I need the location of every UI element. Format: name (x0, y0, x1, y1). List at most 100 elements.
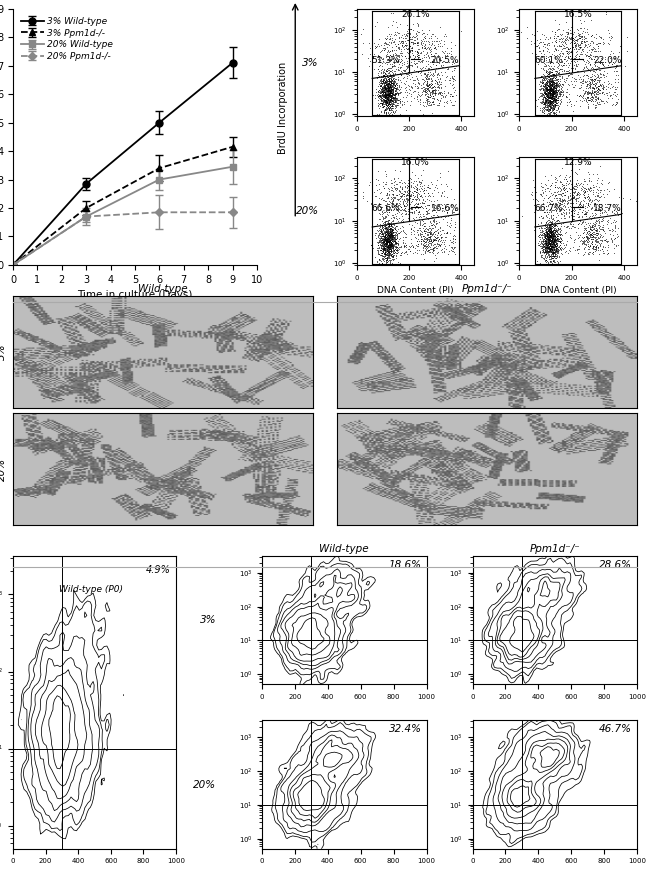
Point (544, 91, 554, 105)
Point (542, 247, 552, 261)
Point (449, 205, 460, 219)
Point (416, 54, 426, 68)
Point (384, 72, 395, 86)
Point (420, 39, 430, 53)
Point (567, 179, 577, 193)
Point (391, 240, 401, 254)
Point (543, 66, 554, 80)
Point (547, 232, 557, 246)
Point (391, 94, 402, 108)
Point (383, 220, 393, 234)
Point (562, 22, 573, 36)
Point (547, 217, 558, 231)
Point (537, 248, 547, 262)
Point (588, 232, 598, 246)
Point (373, 79, 384, 93)
Point (567, 179, 578, 193)
Point (575, 29, 586, 43)
Point (384, 50, 395, 64)
Point (384, 89, 395, 103)
Point (378, 228, 388, 242)
Point (551, 210, 562, 224)
Point (578, 76, 588, 90)
Point (434, 98, 444, 112)
Y-axis label: 3%: 3% (0, 344, 7, 360)
Point (543, 106, 553, 120)
Point (376, 94, 386, 108)
Point (405, 43, 415, 57)
Point (437, 51, 447, 65)
Point (579, 221, 590, 235)
Point (580, 24, 590, 38)
Point (552, 238, 563, 252)
Point (382, 82, 392, 96)
Point (545, 97, 555, 111)
Point (541, 239, 552, 253)
Point (593, 231, 603, 245)
Point (384, 242, 394, 256)
Point (583, 81, 593, 95)
Point (564, 31, 574, 46)
Point (542, 229, 552, 243)
Point (445, 220, 455, 234)
Point (376, 185, 386, 199)
Point (567, 196, 578, 210)
Point (570, 48, 580, 62)
Point (553, 32, 564, 46)
Point (540, 40, 550, 54)
Point (538, 37, 549, 51)
Point (553, 214, 564, 228)
Point (559, 56, 569, 70)
Point (385, 230, 396, 244)
Point (597, 234, 608, 248)
Point (384, 234, 395, 248)
Point (380, 234, 391, 248)
Point (538, 92, 549, 106)
Point (422, 97, 432, 111)
Point (558, 200, 569, 214)
Point (382, 216, 393, 230)
Point (423, 49, 434, 63)
Point (612, 230, 623, 244)
Point (606, 45, 616, 59)
Point (410, 77, 420, 91)
Point (610, 82, 620, 96)
Point (380, 88, 391, 102)
Point (541, 234, 551, 248)
Point (426, 186, 437, 200)
Point (384, 87, 395, 101)
Point (590, 85, 600, 99)
Point (439, 53, 449, 67)
Point (525, 37, 536, 51)
Point (398, 198, 409, 212)
Point (424, 236, 435, 250)
Point (576, 52, 586, 66)
Point (589, 81, 599, 95)
Point (586, 52, 596, 66)
Point (384, 76, 394, 90)
Point (588, 77, 599, 91)
Point (585, 75, 595, 89)
Point (382, 103, 392, 117)
Point (403, 41, 413, 55)
Point (430, 179, 441, 193)
Point (593, 91, 603, 105)
Point (546, 82, 556, 96)
Point (547, 229, 557, 243)
Point (448, 229, 458, 243)
Point (412, 36, 423, 50)
Point (376, 89, 387, 103)
Point (541, 82, 551, 96)
Point (378, 69, 389, 83)
Point (383, 80, 393, 94)
Point (542, 210, 552, 224)
Point (541, 101, 552, 115)
Point (382, 46, 392, 60)
Point (389, 211, 399, 225)
Point (547, 246, 557, 260)
Point (431, 231, 441, 245)
Point (381, 65, 391, 79)
Point (541, 199, 551, 213)
Point (543, 241, 554, 255)
Point (579, 190, 590, 204)
